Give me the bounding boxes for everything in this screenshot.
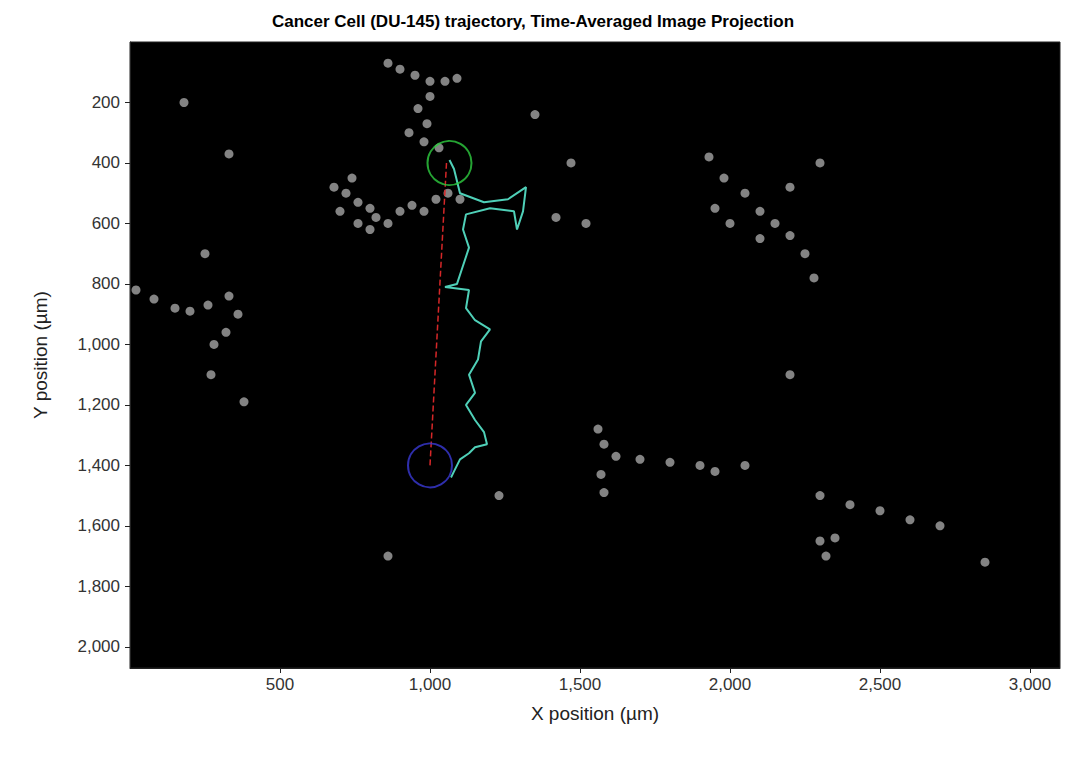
- svg-text:1,500: 1,500: [559, 675, 602, 694]
- svg-text:2,500: 2,500: [859, 675, 902, 694]
- svg-text:800: 800: [92, 274, 120, 293]
- svg-text:1,600: 1,600: [77, 516, 120, 535]
- svg-text:200: 200: [92, 93, 120, 112]
- svg-text:600: 600: [92, 214, 120, 233]
- svg-text:X position (µm): X position (µm): [531, 703, 659, 724]
- svg-text:1,000: 1,000: [409, 675, 452, 694]
- svg-text:Cancer Cell (DU-145) trajector: Cancer Cell (DU-145) trajectory, Time-Av…: [272, 12, 794, 31]
- svg-text:3,000: 3,000: [1009, 675, 1052, 694]
- svg-text:2,000: 2,000: [709, 675, 752, 694]
- svg-text:2,000: 2,000: [77, 637, 120, 656]
- svg-text:500: 500: [266, 675, 294, 694]
- svg-text:1,800: 1,800: [77, 577, 120, 596]
- svg-text:1,000: 1,000: [77, 335, 120, 354]
- svg-text:400: 400: [92, 153, 120, 172]
- svg-text:1,400: 1,400: [77, 456, 120, 475]
- svg-text:Y position (µm): Y position (µm): [30, 291, 51, 419]
- svg-text:1,200: 1,200: [77, 395, 120, 414]
